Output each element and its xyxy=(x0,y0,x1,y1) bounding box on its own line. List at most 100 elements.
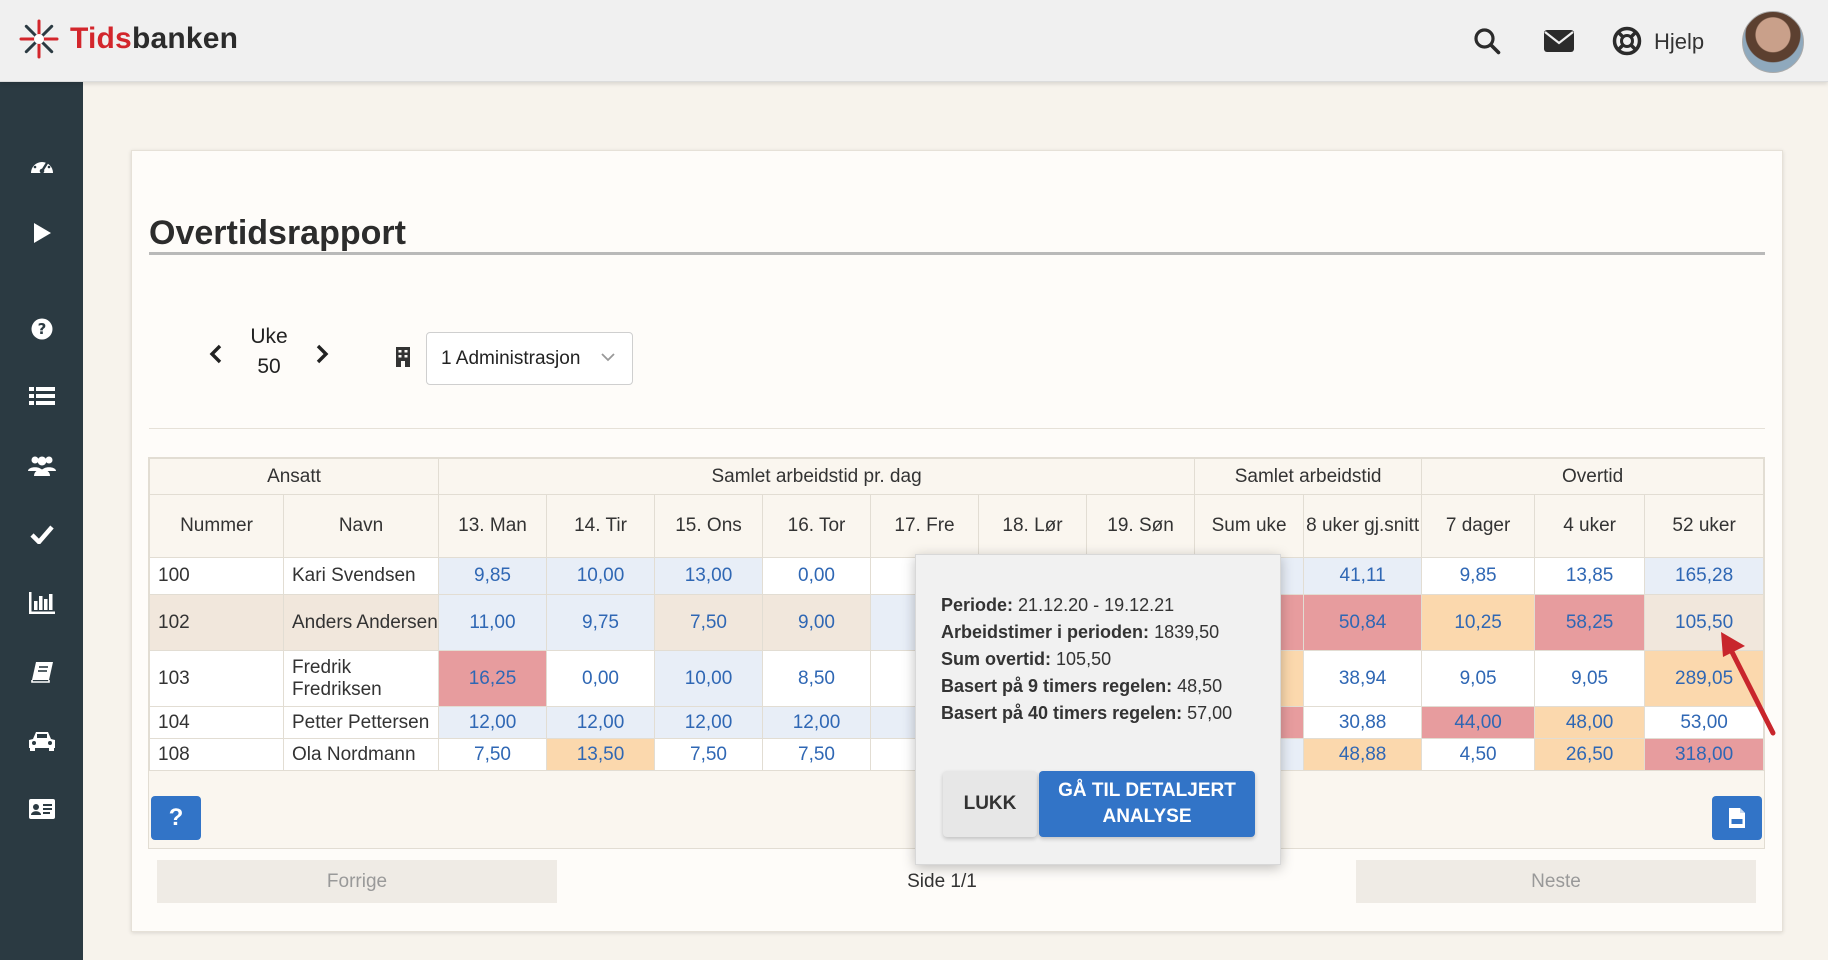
table-cell[interactable]: 58,25 xyxy=(1534,594,1646,651)
department-select[interactable]: 1 Administrasjon xyxy=(426,332,633,385)
week-number: 50 xyxy=(257,355,281,378)
table-cell[interactable]: 0,00 xyxy=(546,650,655,707)
group-header-ansatt: Ansatt xyxy=(149,458,439,495)
popover-line-sum: Sum overtid: 105,50 xyxy=(941,649,1112,669)
table-cell[interactable]: 4,50 xyxy=(1421,738,1536,771)
sidebar-item-tasks[interactable] xyxy=(0,507,83,561)
table-cell[interactable]: 9,85 xyxy=(1421,557,1536,595)
table-cell[interactable]: 53,00 xyxy=(1644,706,1765,739)
table-cell[interactable]: 16,25 xyxy=(438,650,547,707)
popover-line-periode: Periode: 21.12.20 - 19.12.21 xyxy=(941,595,1175,615)
filter-divider xyxy=(149,428,1765,429)
table-cell[interactable]: 7,50 xyxy=(762,738,871,771)
table-cell[interactable]: 12,00 xyxy=(654,706,763,739)
column-header[interactable]: 16. Tor xyxy=(762,494,871,558)
table-cell[interactable]: 165,28 xyxy=(1644,557,1765,595)
table-cell[interactable]: 30,88 xyxy=(1303,706,1423,739)
sidebar-item-help[interactable]: ? xyxy=(0,302,83,356)
table-cell[interactable]: 9,75 xyxy=(546,594,655,651)
cell-nummer: 104 xyxy=(149,706,284,739)
table-cell[interactable]: 8,50 xyxy=(762,650,871,707)
column-header[interactable]: 52 uker xyxy=(1644,494,1765,558)
column-header[interactable]: 8 uker gj.snitt xyxy=(1303,494,1423,558)
detailed-analysis-button[interactable]: GÅ TIL DETALJERT ANALYSE xyxy=(1039,771,1255,837)
table-cell[interactable]: 38,94 xyxy=(1303,650,1423,707)
popover-line-rule9: Basert på 9 timers regelen: 48,50 xyxy=(941,676,1223,696)
mail-icon[interactable] xyxy=(1542,24,1576,58)
table-cell[interactable]: 0,00 xyxy=(762,557,871,595)
sidebar-item-users[interactable] xyxy=(0,438,83,492)
table-cell[interactable]: 13,50 xyxy=(546,738,655,771)
table-cell[interactable]: 12,00 xyxy=(438,706,547,739)
column-header[interactable]: 7 dager xyxy=(1421,494,1536,558)
table-cell[interactable]: 7,50 xyxy=(654,738,763,771)
table-cell[interactable]: 13,00 xyxy=(654,557,763,595)
title-divider xyxy=(149,252,1765,255)
table-cell[interactable]: 7,50 xyxy=(438,738,547,771)
group-header-total: Samlet arbeidstid xyxy=(1194,458,1423,495)
table-cell[interactable]: 105,50 xyxy=(1644,594,1765,651)
column-header[interactable]: Sum uke xyxy=(1194,494,1305,558)
group-header-daily: Samlet arbeidstid pr. dag xyxy=(437,458,1196,495)
lifebuoy-icon[interactable] xyxy=(1610,24,1644,58)
table-cell[interactable]: 10,00 xyxy=(654,650,763,707)
overtime-popover: Periode: 21.12.20 - 19.12.21 Arbeidstime… xyxy=(915,554,1281,865)
week-next-button[interactable] xyxy=(310,339,334,369)
id-card-icon xyxy=(28,799,55,819)
group-header-overtime: Overtid xyxy=(1421,458,1765,495)
cell-navn: Ola Nordmann xyxy=(283,738,439,771)
table-cell[interactable]: 48,88 xyxy=(1303,738,1423,771)
sidebar-item-list[interactable] xyxy=(0,369,83,423)
pager-info: Side 1/1 xyxy=(907,870,977,892)
column-header[interactable]: Nummer xyxy=(149,494,284,558)
column-header[interactable]: 14. Tir xyxy=(546,494,655,558)
cell-nummer: 103 xyxy=(149,650,284,707)
table-cell[interactable]: 9,00 xyxy=(762,594,871,651)
popover-close-button[interactable]: LUKK xyxy=(943,771,1037,837)
sidebar-item-car[interactable] xyxy=(0,714,83,768)
table-cell[interactable]: 9,05 xyxy=(1534,650,1646,707)
sidebar-item-dashboard[interactable] xyxy=(0,138,83,192)
sidebar-item-play[interactable] xyxy=(0,206,83,260)
column-header[interactable]: 19. Søn xyxy=(1085,494,1196,558)
sidebar-item-id-card[interactable] xyxy=(0,782,83,836)
column-header[interactable]: 4 uker xyxy=(1534,494,1646,558)
sidebar-item-book[interactable] xyxy=(0,645,83,699)
table-cell[interactable]: 11,00 xyxy=(438,594,547,651)
popover-details: Periode: 21.12.20 - 19.12.21 Arbeidstime… xyxy=(941,592,1261,727)
table-cell[interactable]: 26,50 xyxy=(1534,738,1646,771)
week-label: Uke xyxy=(250,325,288,348)
table-help-button[interactable]: ? xyxy=(151,796,201,840)
avatar[interactable] xyxy=(1742,11,1804,73)
table-cell[interactable]: 12,00 xyxy=(762,706,871,739)
table-cell[interactable]: 50,84 xyxy=(1303,594,1423,651)
pager-prev-button[interactable]: Forrige xyxy=(157,860,557,903)
chevron-left-icon xyxy=(209,344,222,364)
column-header[interactable]: 15. Ons xyxy=(654,494,763,558)
cell-navn: Petter Pettersen xyxy=(283,706,439,739)
table-cell[interactable]: 10,00 xyxy=(546,557,655,595)
csv-export-button[interactable] xyxy=(1712,796,1762,840)
column-header[interactable]: 17. Fre xyxy=(870,494,979,558)
table-row[interactable]: 108 Ola Nordmann 7,50 13,50 7,50 7,50 7 … xyxy=(149,738,1765,771)
table-cell[interactable]: 12,00 xyxy=(546,706,655,739)
help-link[interactable]: Hjelp xyxy=(1654,29,1705,54)
dashboard-icon xyxy=(30,158,53,174)
column-header[interactable]: 13. Man xyxy=(438,494,547,558)
table-cell[interactable]: 10,25 xyxy=(1421,594,1536,651)
column-header[interactable]: Navn xyxy=(283,494,439,558)
search-icon[interactable] xyxy=(1470,24,1504,58)
table-cell[interactable]: 44,00 xyxy=(1421,706,1536,739)
table-cell[interactable]: 318,00 xyxy=(1644,738,1765,771)
pager-next-button[interactable]: Neste xyxy=(1356,860,1756,903)
table-cell[interactable]: 9,05 xyxy=(1421,650,1536,707)
table-cell[interactable]: 7,50 xyxy=(654,594,763,651)
table-cell[interactable]: 41,11 xyxy=(1303,557,1423,595)
column-header[interactable]: 18. Lør xyxy=(978,494,1087,558)
table-cell[interactable]: 9,85 xyxy=(438,557,547,595)
week-prev-button[interactable] xyxy=(204,339,228,369)
table-cell[interactable]: 48,00 xyxy=(1534,706,1646,739)
table-cell[interactable]: 13,85 xyxy=(1534,557,1646,595)
logo[interactable]: Tidsbanken xyxy=(18,18,238,60)
sidebar-item-reports[interactable] xyxy=(0,576,83,630)
